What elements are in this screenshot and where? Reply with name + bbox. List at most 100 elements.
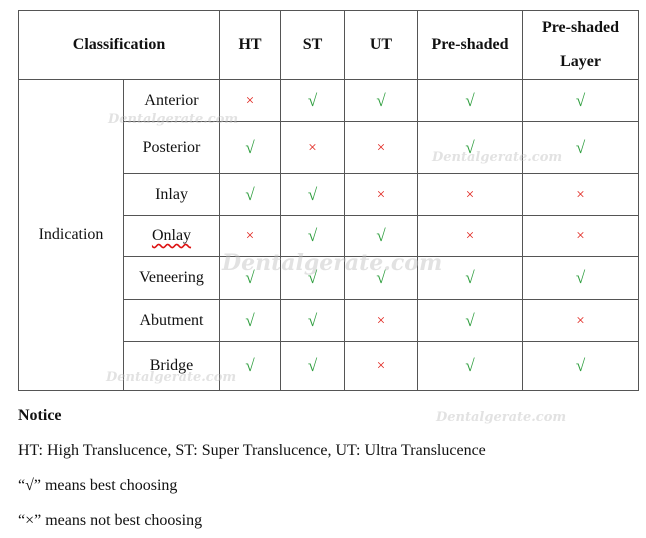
cross-mark: × [376, 186, 386, 203]
mark-cell-ut: × [344, 173, 418, 216]
row-label-text: Posterior [142, 138, 201, 156]
row-label: Veneering [123, 256, 220, 300]
classification-header: Classification [18, 10, 220, 80]
mark-cell-st: √ [280, 79, 345, 122]
check-mark: √ [307, 356, 318, 375]
row-label: Inlay [123, 173, 220, 216]
mark-cell-st: √ [280, 299, 345, 342]
mark-cell-pre-shaded: √ [417, 299, 523, 342]
indication-group-label: Indication [18, 79, 124, 391]
check-mark: √ [245, 356, 255, 375]
mark-cell-ut: √ [344, 256, 418, 300]
notice-line-abbreviations: HT: High Translucence, ST: Super Translu… [18, 442, 486, 459]
mark-cell-st: × [280, 121, 345, 174]
cross-mark: × [465, 186, 475, 203]
notice-line-check: “√” means best choosing [18, 477, 178, 494]
check-mark: √ [465, 90, 475, 110]
row-label-text: Bridge [149, 357, 194, 374]
cross-mark: × [576, 186, 585, 203]
check-mark: √ [575, 268, 586, 287]
mark-cell-pre-shaded: √ [417, 341, 523, 391]
col-header-pre-shaded-layer: Pre-shaded Layer [522, 10, 639, 80]
mark-cell-ht: √ [219, 341, 281, 391]
mark-cell-ut: × [344, 341, 418, 391]
table-row: Inlay √ √ × × × [19, 173, 639, 216]
cross-mark: × [308, 139, 317, 156]
table-row: Indication Anterior × √ √ √ √ [18, 79, 639, 391]
mark-cell-ut: √ [344, 79, 418, 122]
cross-mark: × [465, 228, 475, 244]
mark-cell-ut: √ [344, 215, 418, 257]
mark-cell-st: √ [280, 215, 345, 257]
row-label-text: Abutment [139, 311, 204, 329]
cross-mark: × [376, 139, 386, 156]
mark-cell-st: √ [280, 173, 345, 216]
check-mark: √ [245, 184, 255, 204]
check-mark: √ [465, 356, 475, 375]
mark-cell-pre-shaded-layer: √ [522, 121, 639, 174]
mark-cell-ut: × [344, 121, 418, 174]
check-mark: √ [307, 268, 318, 287]
notice-section: Notice HT: High Translucence, ST: Super … [18, 398, 486, 538]
row-label: Anterior [123, 79, 220, 122]
table-row: Bridge √ √ × √ √ [19, 341, 639, 391]
check-mark: √ [575, 356, 586, 375]
notice-title: Notice [18, 407, 62, 424]
row-label-text: Inlay [155, 185, 188, 203]
check-mark: √ [575, 137, 586, 157]
check-mark: √ [465, 310, 475, 330]
mark-cell-pre-shaded: √ [417, 121, 523, 174]
check-mark: √ [307, 310, 318, 330]
cross-mark: × [245, 228, 255, 244]
check-mark: √ [245, 137, 255, 157]
check-mark: √ [465, 268, 475, 287]
cross-mark: × [376, 358, 386, 374]
cross-mark: × [245, 92, 255, 109]
col-header-ut: UT [344, 10, 418, 80]
notice-line-cross: “×” means not best choosing [18, 512, 203, 529]
check-mark: √ [376, 226, 386, 245]
mark-cell-pre-shaded: √ [417, 79, 523, 122]
mark-cell-pre-shaded: × [417, 173, 523, 216]
mark-cell-pre-shaded-layer: × [522, 173, 639, 216]
row-label-text: Onlay [151, 227, 192, 244]
row-label-text: Anterior [144, 91, 199, 109]
mark-cell-ht: √ [219, 256, 281, 300]
row-label-text: Veneering [139, 269, 204, 286]
row-label: Abutment [123, 299, 220, 342]
cross-mark: × [576, 228, 585, 244]
check-mark: √ [465, 137, 475, 157]
row-label: Posterior [123, 121, 220, 174]
check-mark: √ [376, 268, 386, 287]
mark-cell-pre-shaded: × [417, 215, 523, 257]
mark-cell-pre-shaded-layer: × [522, 215, 639, 257]
mark-cell-pre-shaded-layer: √ [522, 256, 639, 300]
check-mark: √ [245, 310, 255, 330]
col-header-ht: HT [219, 10, 281, 80]
row-label: Bridge [123, 341, 220, 391]
table-row: Posterior √ × × √ √ [19, 121, 639, 174]
mark-cell-pre-shaded-layer: × [522, 299, 639, 342]
col-header-pre-shaded: Pre-shaded [417, 10, 523, 80]
cross-mark: × [376, 312, 386, 329]
mark-cell-ht: × [219, 215, 281, 257]
row-label: Onlay [123, 215, 220, 257]
check-mark: √ [307, 226, 318, 245]
mark-cell-ht: √ [219, 121, 281, 174]
table-row: Abutment √ √ × √ × [19, 299, 639, 342]
check-mark: √ [376, 90, 386, 110]
check-mark: √ [575, 90, 586, 110]
indication-table: Classification HT ST UT Pre-shaded Pre-s… [18, 10, 639, 391]
check-mark: √ [245, 268, 255, 287]
check-mark: √ [307, 184, 318, 204]
mark-cell-ut: × [344, 299, 418, 342]
col-header-st: ST [280, 10, 345, 80]
mark-cell-pre-shaded: √ [417, 256, 523, 300]
mark-cell-st: √ [280, 256, 345, 300]
col-header-pre-shaded-layer-text: Pre-shaded Layer [541, 19, 620, 70]
mark-cell-ht: √ [219, 173, 281, 216]
mark-cell-pre-shaded-layer: √ [522, 341, 639, 391]
cross-mark: × [576, 312, 585, 329]
mark-cell-ht: √ [219, 299, 281, 342]
mark-cell-pre-shaded-layer: √ [522, 79, 639, 122]
